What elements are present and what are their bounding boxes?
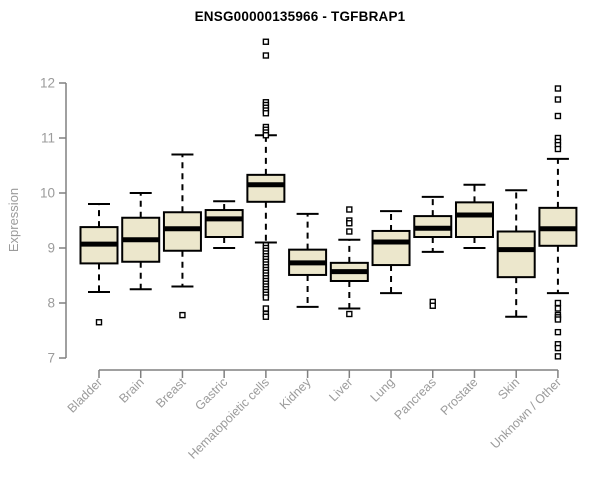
x-tick-label: Brain	[116, 375, 147, 406]
x-tick-label: Gastric	[192, 375, 230, 413]
y-tick-label: 9	[47, 241, 55, 256]
boxplot-group	[371, 210, 411, 295]
y-tick-label: 8	[47, 296, 55, 311]
y-tick-label: 11	[41, 131, 55, 146]
y-tick-label: 12	[40, 76, 55, 91]
outlier-point	[554, 112, 562, 120]
x-tick-label: Hematopoietic cells	[185, 375, 272, 462]
box-rect	[496, 230, 536, 279]
boxplot-group	[413, 195, 453, 309]
outlier-point	[554, 316, 562, 323]
outlier-point	[554, 353, 562, 360]
y-tick-label: 10	[40, 186, 55, 201]
x-tick-label: Kidney	[277, 375, 314, 412]
x-tick-label: Liver	[326, 375, 355, 404]
outlier-point	[554, 85, 562, 92]
x-tick-label: Skin	[495, 375, 522, 402]
outlier-point	[262, 38, 270, 45]
outlier-point	[95, 319, 103, 326]
boxplot-group	[246, 38, 286, 320]
box-rect	[204, 209, 244, 239]
outlier-point	[554, 145, 562, 153]
x-tick-label: Lung	[368, 375, 398, 405]
outlier-point	[262, 305, 270, 312]
chart-title: ENSG00000135966 - TGFBRAP1	[194, 9, 406, 24]
boxplot-group	[454, 183, 494, 249]
outlier-point	[554, 305, 562, 312]
outlier-point	[262, 110, 270, 117]
outlier-point	[429, 302, 436, 309]
outlier-point	[262, 52, 270, 59]
boxplot-group	[204, 200, 244, 249]
outlier-point	[179, 311, 186, 319]
x-tick-label: Prostate	[438, 375, 481, 418]
boxplot-group	[121, 192, 161, 291]
outlier-point	[346, 220, 353, 227]
boxplot-group	[79, 203, 119, 326]
outlier-point	[554, 96, 562, 103]
outlier-point	[346, 310, 353, 318]
x-tick-label: Bladder	[65, 375, 105, 415]
outlier-point	[262, 294, 270, 301]
x-tick-label: Pancreas	[392, 375, 439, 422]
box-rect	[246, 173, 286, 203]
outlier-point	[346, 228, 353, 235]
outlier-point	[554, 344, 562, 352]
boxplot-group	[288, 212, 328, 308]
y-tick-label: 7	[47, 351, 55, 366]
outlier-point	[346, 206, 353, 213]
outlier-point	[262, 313, 270, 320]
box-rect	[162, 211, 202, 252]
boxplot-group	[329, 206, 369, 318]
x-tick-label: Breast	[153, 375, 189, 411]
outlier-point	[554, 328, 562, 336]
boxplot-group	[162, 153, 202, 319]
outlier-point	[262, 132, 270, 139]
boxplot-group	[538, 85, 578, 360]
outlier-point	[554, 299, 562, 307]
box-rect	[454, 201, 494, 239]
x-tick-label: Unknown / Other	[488, 375, 564, 451]
box-rect	[371, 229, 411, 267]
boxplot-group	[496, 189, 536, 318]
